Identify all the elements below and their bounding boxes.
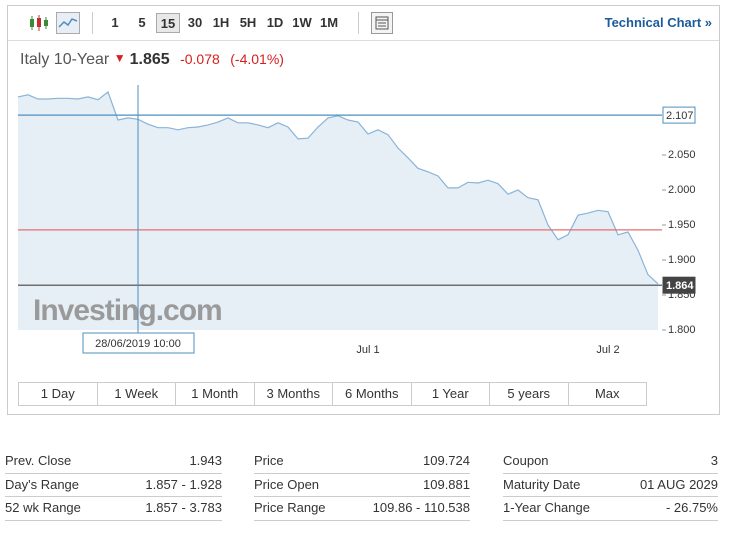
stats-label: Price (254, 453, 284, 468)
instrument-header: Italy 10-Year ▼ 1.865 -0.078 (-4.01%) (20, 51, 284, 69)
stats-label: Prev. Close (5, 453, 72, 468)
stats-label: Day's Range (5, 476, 80, 492)
y-tick-label: 2.000 (668, 184, 696, 196)
range-button[interactable]: 3 Months (255, 383, 333, 405)
chart-widget: 1 5 15 30 1H 5H 1D 1W 1M Technical Chart » Italy… (7, 5, 720, 415)
range-button[interactable]: 1 Day (19, 383, 98, 405)
area (18, 92, 658, 330)
range-button[interactable]: 6 Months (333, 383, 412, 405)
stats-row: 52 wk Range 1.857 - 3.783 (5, 497, 222, 521)
stats-label: Price Open (254, 476, 320, 492)
stats-value: 01 AUG 2029 (639, 476, 718, 492)
range-button[interactable]: Max (594, 386, 620, 401)
x-tick-label: Jul 2 (596, 344, 619, 356)
stats-row: 1-Year Change - 26.75% (503, 497, 718, 521)
period-button[interactable]: 1 (111, 15, 119, 30)
stats-label: 52 wk Range (5, 500, 81, 515)
stats-value: 109.86 - 110.538 (372, 500, 470, 515)
y-tick-label: 2.050 (668, 149, 696, 161)
price-tag (662, 106, 696, 124)
instrument-name: Italy 10-Year (20, 51, 110, 68)
crosshair-label: 28/06/2019 10:00 (95, 338, 181, 350)
technical-chart-link[interactable]: Technical Chart » (604, 15, 712, 30)
stats-row: Day's Range 1.857 - 1.928 (5, 474, 222, 497)
separator (358, 12, 359, 34)
stats-row: Coupon 3 (503, 450, 718, 474)
separator (92, 12, 93, 34)
stats-row: Price Range 109.86 - 110.538 (254, 497, 470, 521)
line-icon[interactable] (56, 12, 80, 34)
stats-value: 109.881 (423, 476, 470, 492)
price-tag-label: 2.107 (666, 110, 694, 122)
y-tick-label: 1.800 (668, 324, 696, 336)
change: -0.078 (180, 51, 220, 67)
stats-row: Prev. Close 1.943 (5, 450, 222, 474)
stats-label: 1-Year Change (503, 500, 590, 515)
period-button[interactable]: 1H (212, 15, 230, 30)
stats-column: Coupon 3 Maturity Date 01 AUG 2029 1-Year Ch… (503, 450, 718, 521)
stats-value: 1.857 - 3.783 (145, 500, 222, 515)
change-percent: (-4.01%) (230, 51, 284, 67)
period-button[interactable]: 1D (266, 15, 284, 30)
x-tick-label: Jul 1 (356, 344, 379, 356)
settings-icon[interactable] (371, 12, 393, 34)
stats-value: 1.857 - 1.928 (145, 476, 222, 492)
stats-label: Maturity Date (503, 476, 581, 492)
period-button[interactable]: 1W (292, 15, 312, 30)
stats-column: Prev. Close 1.943 Day's Range 1.857 - 1.928… (5, 450, 222, 521)
price: 1.865 (129, 51, 170, 68)
stats-label: Price Range (254, 500, 326, 515)
stats-value: 1.943 (189, 453, 222, 468)
chart: Investing.com1.8001.8501.9001.9502.0002.… (17, 85, 696, 356)
stats-row: Price Open 109.881 (254, 474, 470, 497)
range-button[interactable]: 1 Month (176, 383, 255, 405)
period-button[interactable]: 5 (138, 15, 146, 30)
stats-value: - 26.75% (665, 500, 718, 515)
stats-column: Price 109.724 Price Open 109.881 Price Range… (254, 450, 470, 521)
range-button[interactable]: 1 Year (412, 383, 490, 405)
stats-row: Price 109.724 (254, 450, 470, 474)
candle-icon[interactable] (28, 14, 50, 32)
period-button[interactable]: 1M (319, 15, 339, 30)
period-button[interactable]: 15 (156, 13, 180, 33)
price-tag-label: 1.864 (666, 280, 694, 292)
range-button[interactable]: 5 years (490, 383, 569, 405)
stats-row: Maturity Date 01 AUG 2029 (503, 474, 718, 497)
period-button[interactable]: 30 (187, 15, 203, 30)
range-button[interactable]: 1 Week (98, 383, 176, 405)
toolbar: 1 5 15 30 1H 5H 1D 1W 1M Technical Chart » (8, 6, 719, 41)
y-tick-label: 1.900 (668, 254, 696, 266)
stats-value: 3 (710, 453, 718, 468)
stats-value: 109.724 (423, 453, 470, 468)
y-tick-label: 1.950 (668, 219, 696, 231)
period-button[interactable]: 5H (239, 15, 257, 30)
range-buttons: 1 Day 1 Week 1 Month 3 Months 6 Months 1 Year… (18, 382, 647, 406)
down-arrow: ▼ (113, 51, 126, 65)
crosshair-box (82, 332, 195, 354)
price-tag (662, 276, 696, 294)
stats-label: Coupon (503, 453, 549, 468)
watermark: Investing.com (33, 294, 222, 327)
